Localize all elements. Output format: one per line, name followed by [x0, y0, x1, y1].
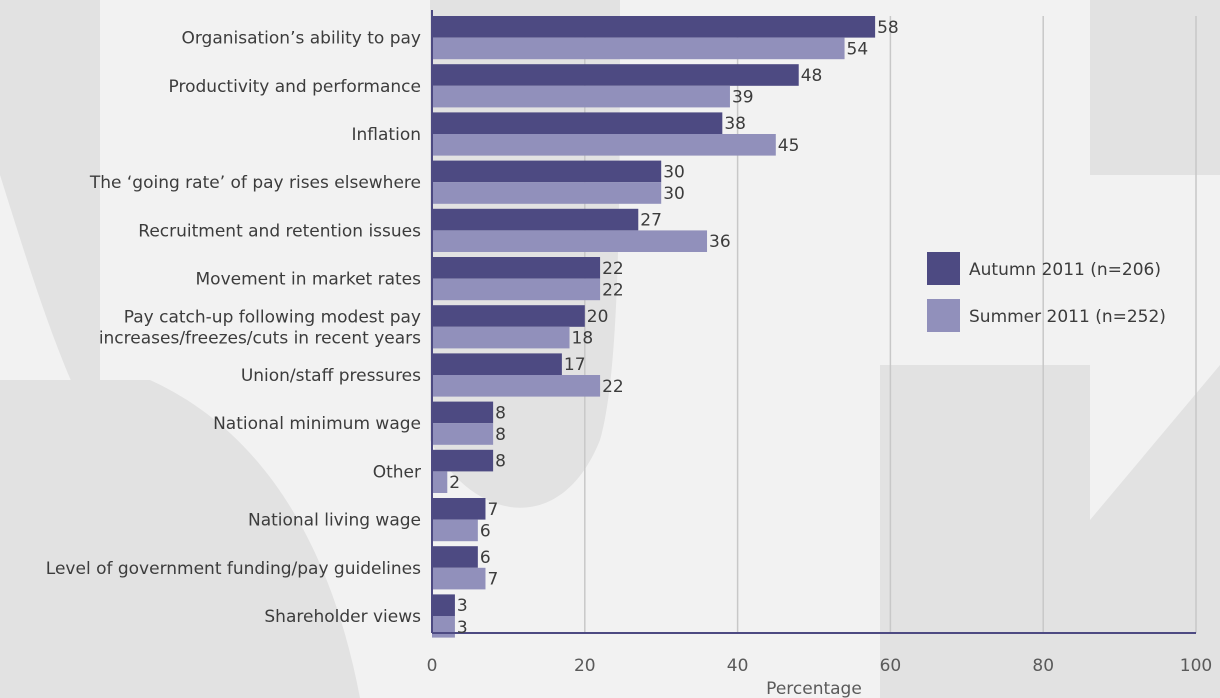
value-label: 30 — [663, 162, 685, 182]
value-label: 6 — [480, 521, 491, 541]
category-label: Movement in market rates — [196, 270, 422, 290]
legend-swatch — [927, 299, 960, 332]
value-label: 58 — [877, 18, 899, 38]
value-label: 6 — [480, 548, 491, 568]
bar-summer — [432, 134, 776, 156]
value-label: 7 — [487, 500, 498, 520]
category-label: Inflation — [352, 125, 421, 145]
bar-autumn — [432, 16, 876, 38]
watermark-shape — [1090, 0, 1220, 175]
bar-summer — [432, 375, 601, 397]
bar-autumn — [432, 498, 486, 520]
bar-autumn — [432, 208, 639, 231]
bar-autumn — [432, 353, 562, 375]
category-label: The ‘going rate’ of pay rises elsewhere — [89, 173, 421, 193]
category-label: Other — [373, 462, 421, 482]
bar-summer — [432, 567, 486, 590]
x-axis-title: Percentage — [766, 679, 862, 698]
bar-autumn — [432, 546, 478, 568]
category-label: increases/freezes/cuts in recent years — [99, 328, 421, 348]
bars — [432, 16, 876, 638]
bar-summer — [432, 326, 570, 349]
value-label: 48 — [801, 66, 823, 86]
value-label: 20 — [587, 307, 609, 327]
bar-summer — [432, 182, 662, 204]
bar-summer — [432, 616, 455, 638]
legend: Autumn 2011 (n=206) Summer 2011 (n=252) — [927, 252, 1166, 332]
bar-autumn — [432, 112, 723, 134]
category-label: Recruitment and retention issues — [138, 221, 421, 241]
value-label: 17 — [564, 355, 586, 375]
value-label: 2 — [449, 473, 460, 493]
value-label: 22 — [602, 280, 624, 300]
x-tick-label: 0 — [427, 656, 438, 676]
axes — [431, 10, 1196, 634]
value-label: 27 — [640, 211, 662, 231]
category-label: Shareholder views — [264, 607, 421, 627]
bar-autumn — [432, 257, 601, 279]
value-label: 18 — [572, 329, 594, 349]
bar-autumn — [432, 594, 455, 616]
value-label: 54 — [847, 39, 869, 59]
category-label: National minimum wage — [213, 414, 421, 434]
x-tick-label: 40 — [727, 656, 749, 676]
x-tick-labels: 0 20 40 60 80 100 — [427, 656, 1213, 676]
value-label: 22 — [602, 377, 624, 397]
category-label: National living wage — [248, 511, 421, 531]
category-label: Productivity and performance — [169, 77, 421, 97]
x-tick-label: 80 — [1032, 656, 1054, 676]
value-label: 7 — [487, 570, 498, 590]
value-label: 39 — [732, 88, 754, 108]
value-label: 36 — [709, 232, 731, 252]
value-label: 3 — [457, 596, 468, 616]
bar-autumn — [432, 160, 662, 183]
value-label: 30 — [663, 184, 685, 204]
bar-summer — [432, 471, 448, 493]
value-label: 45 — [778, 136, 800, 156]
x-tick-label: 60 — [880, 656, 902, 676]
category-label: Level of government funding/pay guidelin… — [46, 559, 421, 579]
bar-autumn — [432, 449, 494, 472]
legend-label: Autumn 2011 (n=206) — [969, 260, 1161, 280]
value-label: 3 — [457, 618, 468, 638]
bar-summer — [432, 37, 845, 60]
category-label: Union/staff pressures — [241, 366, 421, 386]
value-label: 38 — [724, 114, 746, 134]
value-label: 8 — [495, 403, 506, 423]
bar-autumn — [432, 64, 799, 86]
value-label: 8 — [495, 425, 506, 445]
x-tick-label: 100 — [1180, 656, 1212, 676]
watermark-shape — [880, 365, 1220, 698]
bar-summer — [432, 230, 708, 252]
legend-swatch — [927, 252, 960, 285]
bar-summer — [432, 423, 494, 445]
bar-summer — [432, 519, 478, 542]
bar-autumn — [432, 401, 494, 424]
value-label: 22 — [602, 259, 624, 279]
category-labels: Organisation’s ability to pay Productivit… — [46, 29, 421, 627]
bar-autumn — [432, 305, 585, 327]
gridlines — [584, 16, 1197, 633]
legend-label: Summer 2011 (n=252) — [969, 307, 1166, 327]
bar-summer — [432, 278, 601, 301]
x-tick-label: 20 — [574, 656, 596, 676]
watermark-shape — [0, 0, 100, 440]
value-labels: 5854483938453030273622222018172288827667… — [449, 18, 898, 638]
category-label: Pay catch-up following modest pay — [124, 307, 421, 327]
value-label: 8 — [495, 452, 506, 472]
category-label: Organisation’s ability to pay — [181, 29, 421, 49]
watermark-shape — [0, 380, 360, 698]
bar-summer — [432, 85, 730, 108]
